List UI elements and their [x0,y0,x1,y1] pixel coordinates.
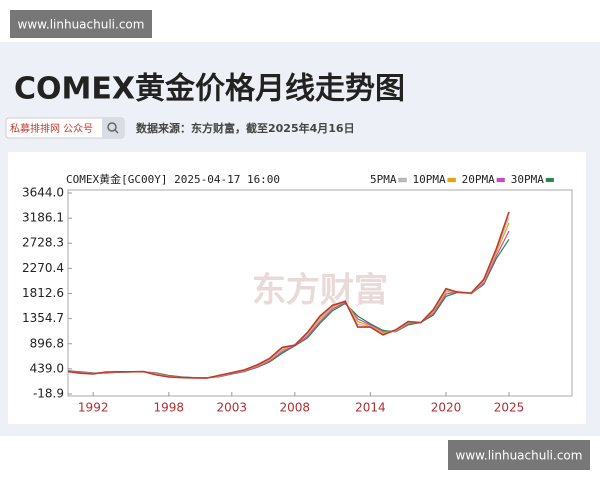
search-text: 私募排排网 公众号 [10,122,93,135]
legend-swatch [447,177,456,183]
legend-label: 30PMA [511,173,544,186]
x-tick-label: 2020 [431,401,462,415]
y-tick-label: 1812.6 [22,286,64,300]
x-tick-label: 2025 [494,401,525,415]
x-tick-label: 1992 [78,401,109,415]
search-button[interactable] [102,118,124,138]
y-tick-label: 2728.3 [22,236,64,250]
x-tick-label: 2008 [280,401,311,415]
legend-swatch [496,177,505,183]
legend-swatch [398,177,407,183]
x-tick-label: 2003 [217,401,248,415]
y-tick-label: -18.9 [33,387,64,401]
x-tick-label: 1998 [154,401,185,415]
site-label: www.linhuachuli.com [456,449,583,463]
search-icon [114,129,119,134]
y-tick-label: 3644.0 [22,186,64,200]
site-badge [448,440,590,470]
legend-label: 20PMA [462,173,495,186]
chart-area [8,152,586,424]
site-label: www.linhuachuli.com [18,18,145,32]
y-tick-label: 3186.1 [22,211,64,225]
x-tick-label: 2014 [355,401,386,415]
y-tick-label: 439.0 [30,361,64,375]
chart-label: COMEX黄金[GC00Y] 2025-04-17 16:00 [66,172,280,186]
y-tick-label: 2270.4 [22,261,64,275]
y-tick-label: 896.8 [30,336,64,350]
y-tick-label: 1354.7 [22,311,64,325]
price-line [67,211,510,379]
search-icon [107,122,117,132]
legend-label: 10PMA [413,173,446,186]
watermark: 东方财富 [252,271,388,311]
legend-label: 5PMA [370,173,397,186]
site-badge [10,10,152,38]
title: COMEX黄金价格月线走势图 [14,72,405,107]
legend-swatch [545,177,555,183]
subtitle: 数据来源：东方财富，截至2025年4月16日 [136,121,355,135]
